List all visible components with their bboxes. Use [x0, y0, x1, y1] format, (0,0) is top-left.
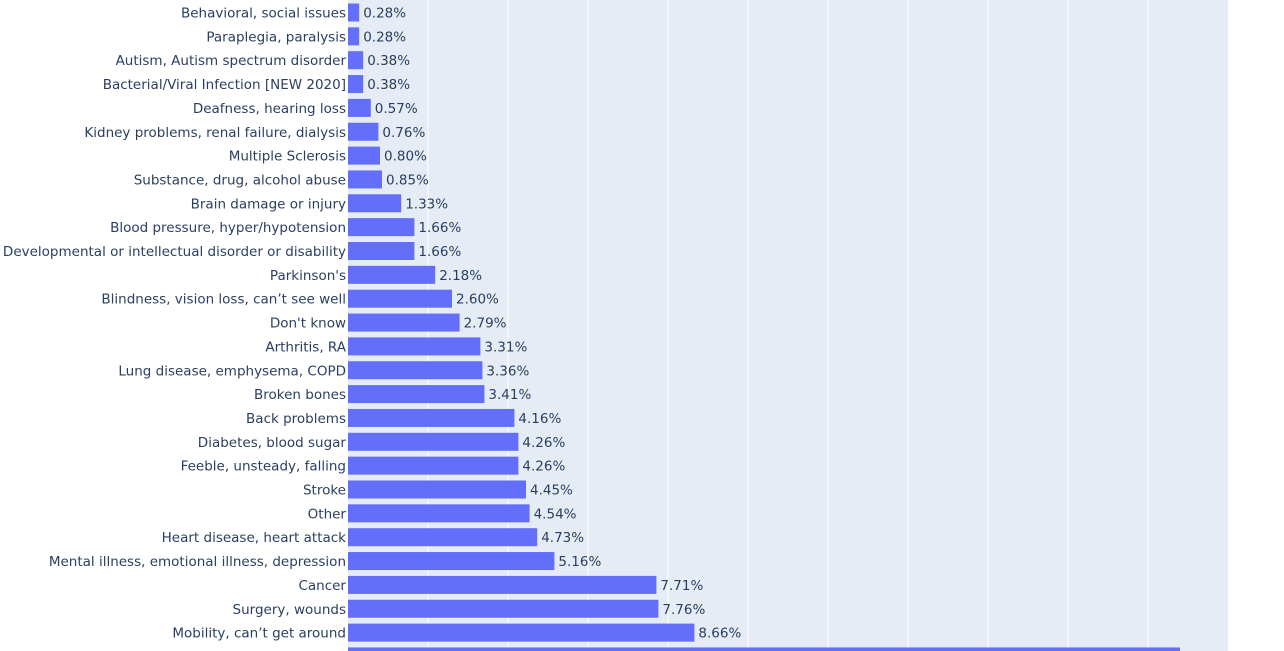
category-label: Stroke	[303, 483, 346, 499]
value-label: 2.18%	[439, 268, 482, 284]
category-label: Back problems	[246, 411, 346, 427]
value-label: 3.41%	[488, 387, 531, 403]
bars	[348, 3, 1180, 651]
bar	[348, 265, 436, 284]
value-label: 0.80%	[384, 149, 427, 165]
category-label: Bacterial/Viral Infection [NEW 2020]	[103, 77, 346, 93]
bar	[348, 218, 415, 237]
bar	[348, 361, 483, 380]
value-label: 7.76%	[662, 602, 705, 618]
bar	[348, 3, 360, 22]
value-label: 4.26%	[522, 435, 565, 451]
category-label: Kidney problems, renal failure, dialysis	[84, 125, 346, 141]
bar	[348, 623, 695, 642]
value-label: 4.16%	[518, 411, 561, 427]
category-label: Cancer	[298, 578, 346, 594]
bar	[348, 51, 364, 70]
bar	[348, 385, 485, 404]
category-label: Lung disease, emphysema, COPD	[118, 363, 346, 379]
category-label: Blood pressure, hyper/hypotension	[110, 220, 346, 236]
bar	[348, 408, 515, 427]
bar	[348, 313, 460, 332]
bar	[348, 599, 659, 618]
category-label: Deafness, hearing loss	[193, 101, 346, 117]
category-label: Developmental or intellectual disorder o…	[3, 244, 346, 260]
bar	[348, 337, 481, 356]
value-label: 4.45%	[530, 483, 573, 499]
value-label: 0.76%	[382, 125, 425, 141]
category-label: Brain damage or injury	[191, 196, 346, 212]
value-label: 8.66%	[698, 626, 741, 642]
bar	[348, 528, 538, 547]
gridlines	[427, 0, 1149, 651]
value-label: 4.26%	[522, 459, 565, 475]
bar	[348, 122, 379, 141]
category-label: Surgery, wounds	[233, 602, 346, 618]
category-label: Autism, Autism spectrum disorder	[116, 53, 347, 69]
bar	[348, 480, 526, 499]
bar	[348, 98, 371, 117]
value-label: 3.36%	[486, 363, 529, 379]
category-label: Feeble, unsteady, falling	[181, 459, 346, 475]
category-label: Don't know	[270, 316, 346, 332]
category-label: Substance, drug, alcohol abuse	[134, 172, 346, 188]
category-label: Mental illness, emotional illness, depre…	[49, 554, 346, 570]
bar	[348, 504, 530, 523]
category-label: Blindness, vision loss, can’t see well	[101, 292, 346, 308]
bar	[348, 170, 382, 189]
category-labels: Behavioral, social issues Paraplegia, par…	[3, 6, 347, 642]
value-label: 2.79%	[464, 316, 507, 332]
bar	[348, 552, 555, 571]
value-label: 0.28%	[363, 6, 406, 22]
category-label: Parkinson's	[270, 268, 346, 284]
value-label: 7.71%	[660, 578, 703, 594]
bar	[348, 575, 657, 594]
bar	[348, 194, 402, 213]
bar	[348, 242, 415, 260]
bar	[348, 75, 364, 94]
bar	[348, 289, 452, 308]
category-label: Multiple Sclerosis	[229, 149, 346, 165]
category-label: Paraplegia, paralysis	[206, 29, 346, 45]
value-label: 1.33%	[405, 196, 448, 212]
value-labels: 0.28% 0.28% 0.38% 0.38% 0.57% 0.76% 0.80% 0.85%…	[363, 6, 741, 642]
bar	[348, 432, 519, 451]
value-label: 4.73%	[541, 530, 584, 546]
bar	[348, 647, 1180, 651]
category-label: Heart disease, heart attack	[162, 530, 347, 546]
category-label: Broken bones	[254, 387, 346, 403]
value-label: 0.28%	[363, 29, 406, 45]
category-label: Arthritis, RA	[265, 339, 346, 355]
value-label: 0.85%	[386, 172, 429, 188]
category-label: Mobility, can’t get around	[172, 626, 346, 642]
category-label: Other	[308, 506, 347, 522]
category-label: Behavioral, social issues	[181, 6, 346, 22]
value-label: 5.16%	[558, 554, 601, 570]
bar	[348, 456, 519, 475]
value-label: 0.38%	[367, 77, 410, 93]
category-label: Diabetes, blood sugar	[198, 435, 347, 451]
value-label: 3.31%	[484, 339, 527, 355]
value-label: 1.66%	[418, 220, 461, 236]
value-label: 0.38%	[367, 53, 410, 69]
value-label: 4.54%	[534, 506, 577, 522]
value-label: 2.60%	[456, 292, 499, 308]
value-label: 1.66%	[418, 244, 461, 260]
bar	[348, 146, 380, 165]
bar	[348, 27, 360, 46]
value-label: 0.57%	[375, 101, 418, 117]
